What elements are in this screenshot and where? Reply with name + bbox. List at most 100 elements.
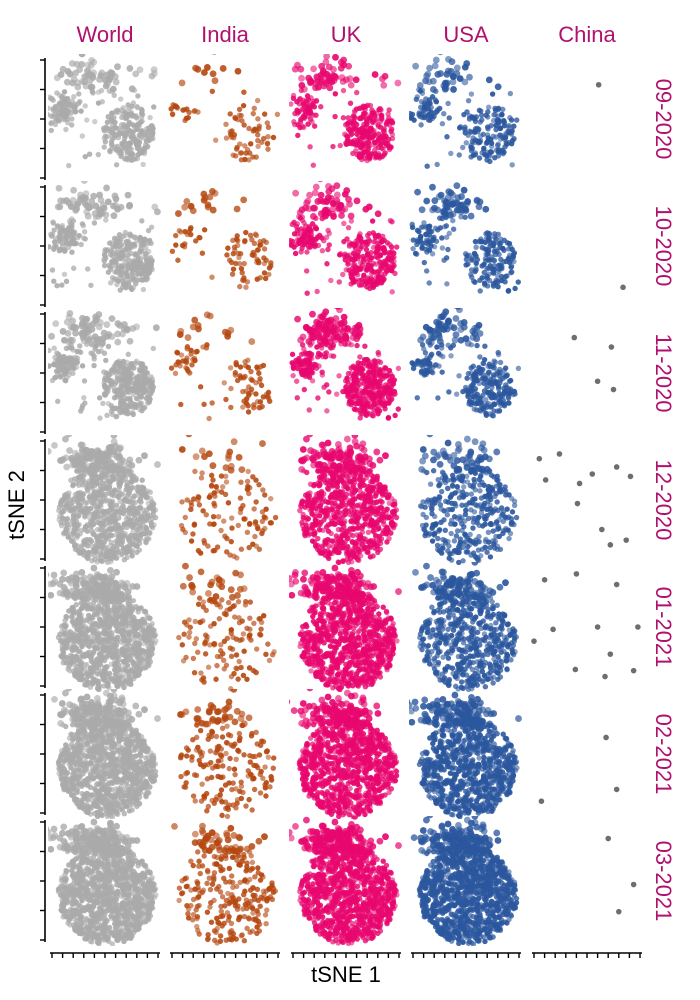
data-point bbox=[91, 511, 97, 517]
data-point bbox=[122, 371, 129, 378]
data-point bbox=[98, 527, 105, 534]
data-point bbox=[114, 502, 120, 509]
data-point bbox=[143, 791, 149, 797]
data-point bbox=[107, 127, 113, 133]
data-point bbox=[70, 658, 76, 665]
data-point bbox=[125, 202, 133, 210]
data-point bbox=[63, 278, 70, 285]
data-point bbox=[79, 133, 86, 139]
data-point bbox=[51, 441, 58, 449]
data-point bbox=[126, 65, 134, 72]
data-point bbox=[99, 786, 106, 792]
data-point bbox=[102, 534, 108, 541]
data-point bbox=[151, 627, 157, 634]
data-point bbox=[99, 513, 106, 519]
data-point bbox=[72, 644, 79, 650]
data-point bbox=[86, 732, 92, 738]
data-point bbox=[107, 578, 115, 586]
data-point bbox=[138, 400, 144, 406]
data-point bbox=[60, 508, 67, 514]
data-point bbox=[115, 508, 121, 514]
data-point bbox=[68, 60, 76, 67]
data-point bbox=[140, 739, 147, 745]
data-point bbox=[126, 375, 133, 381]
data-point bbox=[129, 325, 137, 332]
data-point bbox=[63, 102, 70, 108]
data-point bbox=[62, 630, 68, 637]
data-point bbox=[135, 738, 141, 744]
data-point bbox=[112, 660, 119, 667]
data-point bbox=[56, 580, 64, 588]
data-point bbox=[113, 162, 120, 168]
data-point bbox=[122, 750, 128, 756]
data-point bbox=[85, 451, 93, 459]
data-point bbox=[130, 411, 136, 418]
data-point bbox=[141, 665, 147, 671]
data-point bbox=[138, 525, 144, 531]
data-point bbox=[113, 241, 119, 247]
data-point bbox=[59, 65, 67, 73]
data-point bbox=[80, 194, 88, 202]
data-point bbox=[98, 781, 105, 788]
data-point bbox=[70, 323, 78, 331]
data-point bbox=[126, 608, 132, 614]
column-label-uk: UK bbox=[331, 22, 362, 47]
data-point bbox=[112, 636, 119, 643]
data-point bbox=[104, 639, 110, 645]
panel-world-01-2021 bbox=[48, 564, 159, 692]
data-point bbox=[96, 660, 102, 666]
data-point bbox=[109, 556, 115, 562]
data-point bbox=[70, 790, 76, 796]
data-point bbox=[108, 145, 115, 152]
data-point bbox=[61, 495, 68, 501]
data-point bbox=[127, 403, 134, 410]
data-point bbox=[154, 715, 161, 722]
data-point bbox=[136, 121, 142, 127]
data-point bbox=[58, 711, 66, 718]
data-point bbox=[84, 505, 91, 512]
data-point bbox=[79, 781, 85, 787]
data-point bbox=[140, 628, 147, 635]
data-point bbox=[112, 463, 120, 470]
data-point bbox=[110, 435, 118, 439]
data-point bbox=[133, 790, 139, 797]
data-point bbox=[141, 452, 148, 460]
data-point bbox=[64, 519, 70, 525]
data-point bbox=[104, 464, 112, 472]
data-point bbox=[61, 271, 68, 278]
data-point bbox=[138, 779, 144, 785]
data-point bbox=[111, 604, 118, 611]
data-point bbox=[113, 413, 120, 420]
panel-world-11-2020 bbox=[48, 309, 160, 421]
data-point bbox=[140, 286, 147, 293]
data-point bbox=[126, 105, 132, 112]
data-point bbox=[110, 212, 118, 220]
data-point bbox=[92, 317, 100, 325]
data-point bbox=[133, 404, 139, 410]
data-point bbox=[99, 543, 105, 549]
data-point bbox=[127, 740, 134, 746]
data-point bbox=[96, 76, 103, 83]
data-point bbox=[120, 276, 127, 282]
data-point bbox=[108, 240, 114, 246]
data-point bbox=[126, 337, 134, 345]
data-point bbox=[64, 374, 70, 381]
data-point bbox=[126, 763, 132, 770]
data-point bbox=[78, 503, 84, 509]
data-point bbox=[148, 777, 155, 783]
data-point bbox=[135, 484, 141, 490]
data-point bbox=[53, 117, 59, 124]
data-point bbox=[134, 103, 140, 110]
data-point bbox=[66, 663, 72, 669]
data-point bbox=[114, 107, 121, 114]
data-point bbox=[70, 481, 76, 488]
data-point bbox=[107, 615, 114, 622]
data-point bbox=[72, 69, 79, 77]
data-point bbox=[118, 363, 124, 370]
data-point bbox=[70, 605, 76, 612]
data-point bbox=[91, 676, 97, 682]
data-point bbox=[139, 405, 146, 411]
data-point bbox=[100, 641, 106, 647]
data-point bbox=[48, 127, 54, 134]
data-point bbox=[135, 93, 141, 99]
